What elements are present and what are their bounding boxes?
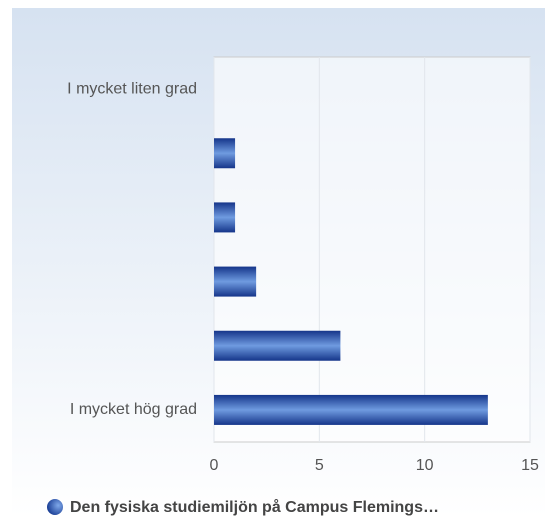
legend-label: Den fysiska studiemiljön på Campus Flemi… [70, 498, 439, 516]
x-tick-label: 10 [416, 457, 434, 474]
legend-marker [47, 499, 63, 515]
x-tick-label: 5 [315, 457, 324, 474]
x-tick-label: 15 [521, 457, 539, 474]
bar [214, 330, 341, 361]
y-tick-label: I mycket hög grad [70, 401, 197, 418]
bar [214, 138, 236, 169]
bar [214, 394, 488, 425]
plot-area [213, 56, 531, 443]
bar [214, 266, 257, 297]
bar [214, 202, 236, 233]
y-tick-label: I mycket liten grad [67, 80, 197, 97]
x-tick-label: 0 [210, 457, 219, 474]
